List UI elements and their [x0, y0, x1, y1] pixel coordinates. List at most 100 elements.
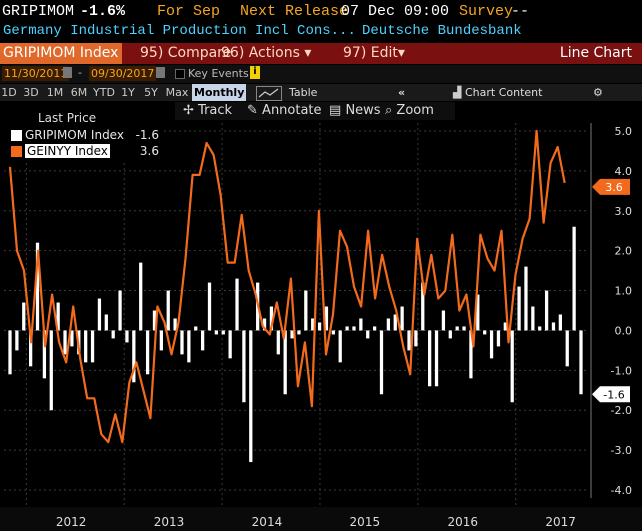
x-tick-label: 2017 — [545, 515, 576, 529]
info-icon[interactable]: i — [250, 66, 260, 79]
x-tick-label: 2013 — [154, 515, 185, 529]
bar — [359, 318, 363, 331]
period-max[interactable]: Max — [165, 86, 189, 99]
bar — [139, 262, 143, 331]
description-bar: Germany Industrial Production Incl Cons.… — [0, 22, 642, 42]
bar — [565, 330, 569, 367]
bar — [558, 314, 562, 331]
bar — [269, 306, 274, 331]
bar — [448, 330, 452, 339]
bar — [152, 310, 157, 331]
chart-content-button[interactable]: ▟ Chart Content — [453, 84, 542, 101]
bar — [324, 306, 329, 331]
bar — [70, 330, 74, 347]
legend-item-geinyy[interactable]: GEINYY Index 3.6 — [9, 144, 159, 158]
track-label: Track — [198, 103, 233, 118]
bar — [125, 330, 129, 343]
table-button[interactable]: Table — [289, 86, 318, 99]
period-bar: 1D 3D 1M 6M YTD 1Y 5Y Max Monthly ▼ Tabl… — [0, 84, 642, 116]
legend-item-gripimom[interactable]: GRIPIMOM Index -1.6 — [9, 128, 159, 142]
bar — [372, 326, 377, 331]
line-chart-icon[interactable] — [256, 86, 282, 101]
bar — [97, 298, 102, 331]
legend-title: Last Price — [38, 111, 97, 125]
index-field[interactable]: GRIPIMOM Index — [0, 43, 122, 64]
news-label: News — [345, 103, 381, 118]
period-1m[interactable]: 1M — [46, 86, 64, 99]
x-tick-label: 2014 — [252, 515, 283, 529]
bar-series — [8, 226, 583, 463]
calendar-icon[interactable] — [156, 67, 165, 78]
key-events-label: Key Events — [188, 67, 249, 80]
period-1d[interactable]: 1D — [1, 86, 17, 99]
bar — [207, 282, 212, 331]
data-source: Deutsche Bundesbank — [362, 23, 522, 39]
bar — [400, 306, 404, 331]
bar — [15, 330, 19, 351]
bar — [428, 330, 432, 387]
bar — [104, 314, 108, 331]
bar — [304, 290, 308, 331]
bar — [366, 330, 370, 339]
bar — [483, 330, 487, 335]
y-tick-label: 1.0 — [615, 285, 633, 298]
bar — [132, 330, 136, 383]
bar — [455, 326, 459, 331]
key-events-checkbox[interactable] — [175, 69, 185, 79]
last-label-geinyy-bg — [592, 178, 630, 195]
bar — [42, 330, 47, 379]
next-release-value: 07 Dec 09:00 — [341, 3, 450, 20]
bar — [173, 318, 177, 331]
zoom-button[interactable]: ⌕ Zoom — [385, 102, 434, 120]
bar — [434, 330, 439, 387]
next-release-label: Next Release — [240, 3, 349, 20]
function-toolbar: GRIPIMOM Index 95) Compare 96) Actions ▾… — [0, 43, 642, 64]
x-axis: 2012 2013 2014 2015 2016 2017 — [0, 507, 642, 531]
actions-menu[interactable]: 96) Actions ▾ — [221, 45, 312, 61]
bar — [517, 286, 521, 331]
date-range-bar: 11/30/2011 - 09/30/2017 Key Events i — [0, 65, 642, 83]
gear-icon[interactable]: ⚙ — [593, 86, 603, 99]
bar — [145, 330, 150, 375]
bar — [63, 330, 67, 355]
start-date-field[interactable]: 11/30/2011 — [2, 66, 70, 81]
news-button[interactable]: ▤ News — [329, 102, 381, 120]
period-5y[interactable]: 5Y — [144, 86, 158, 99]
period-1y[interactable]: 1Y — [121, 86, 135, 99]
geinyy-line — [8, 129, 566, 444]
bar — [35, 242, 40, 331]
period-3d[interactable]: 3D — [23, 86, 39, 99]
calendar-icon[interactable] — [63, 67, 72, 78]
bar — [407, 330, 411, 351]
bar — [579, 330, 583, 395]
bar — [84, 330, 88, 363]
legend-swatch — [11, 146, 22, 157]
y-tick-label: -4.0 — [611, 484, 632, 497]
y-tick-label: 4.0 — [615, 165, 633, 178]
bar — [538, 326, 542, 331]
bar — [544, 290, 549, 331]
track-button[interactable]: ✢ Track — [183, 102, 232, 120]
bar — [510, 330, 514, 403]
edit-menu[interactable]: 97) Edit▾ — [343, 45, 405, 61]
end-date-field[interactable]: 09/30/2017 — [89, 66, 157, 81]
news-icon: ▤ — [329, 103, 342, 118]
period-6m[interactable]: 6M — [70, 86, 88, 99]
period-ytd[interactable]: YTD — [93, 86, 115, 99]
y-axis: 5.0 4.0 3.0 2.0 1.0 0.0 -1.0 -2.0 -3.0 -4.0 — [590, 123, 633, 498]
annotate-button[interactable]: ✎ Annotate — [247, 102, 322, 120]
legend-name: GEINYY Index — [25, 144, 110, 158]
bar — [235, 278, 239, 331]
last-label-gripimom: -1.6 — [603, 388, 624, 401]
bar — [524, 266, 528, 331]
bar — [503, 322, 507, 331]
ticker-label: GRIPIMOM — [2, 3, 75, 20]
collapse-icon[interactable]: « — [398, 86, 406, 99]
bar — [228, 330, 232, 359]
compare-button[interactable]: 95) Compare — [140, 45, 232, 61]
bar — [489, 330, 494, 359]
bar — [462, 326, 466, 331]
chart-tools-bar: ✢ Track ✎ Annotate ▤ News ⌕ Zoom — [175, 102, 455, 120]
bar — [331, 330, 335, 335]
